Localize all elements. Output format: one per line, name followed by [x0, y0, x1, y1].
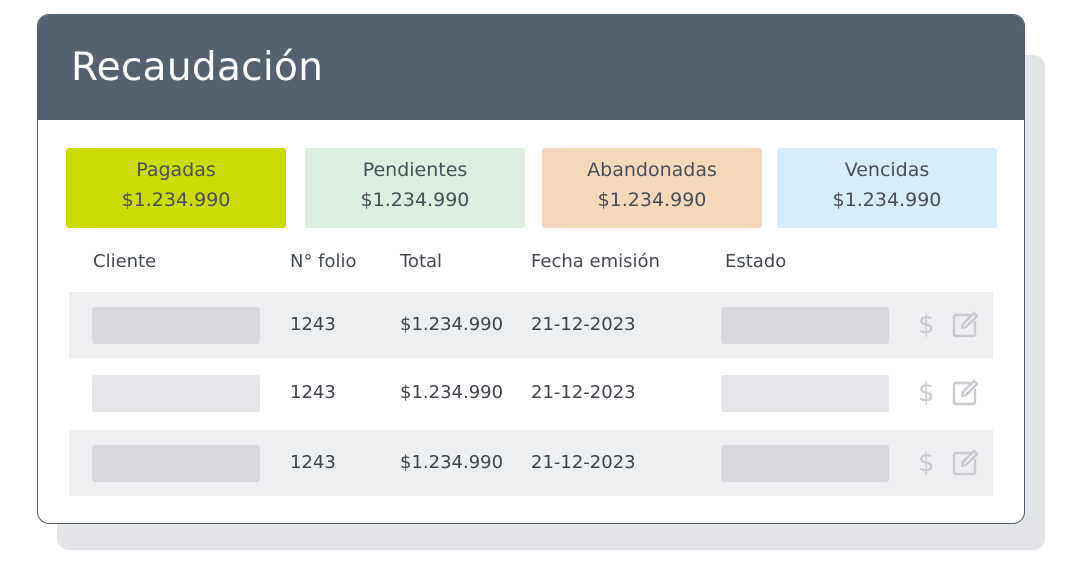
summary-cards: Pagadas $1.234.990 Pendientes $1.234.990…	[66, 148, 997, 228]
total-cell: $1.234.990	[400, 452, 504, 473]
dollar-icon[interactable]: $	[918, 310, 935, 340]
cliente-placeholder	[92, 445, 260, 482]
edit-icon[interactable]	[951, 449, 979, 477]
table-row[interactable]: 1243 $1.234.990 21-12-2023 $	[69, 292, 993, 358]
card-abandonadas[interactable]: Abandonadas $1.234.990	[542, 148, 762, 228]
column-header-estado: Estado	[725, 251, 787, 272]
card-amount: $1.234.990	[121, 189, 231, 211]
card-pendientes[interactable]: Pendientes $1.234.990	[305, 148, 525, 228]
edit-icon[interactable]	[951, 311, 979, 339]
card-amount: $1.234.990	[832, 189, 942, 211]
table-header: Cliente N° folio Total Fecha emisión Est…	[38, 251, 1024, 275]
recaudacion-panel: Recaudación Pagadas $1.234.990 Pendiente…	[37, 14, 1025, 524]
folio-cell: 1243	[290, 314, 336, 335]
estado-placeholder	[721, 445, 889, 482]
fecha-cell: 21-12-2023	[531, 452, 636, 473]
edit-icon[interactable]	[951, 379, 979, 407]
card-label: Abandonadas	[587, 159, 717, 181]
estado-placeholder	[721, 307, 889, 344]
total-cell: $1.234.990	[400, 314, 504, 335]
card-label: Pagadas	[136, 159, 216, 181]
card-label: Pendientes	[362, 159, 468, 181]
table-row[interactable]: 1243 $1.234.990 21-12-2023 $	[69, 360, 993, 426]
column-header-cliente: Cliente	[93, 251, 157, 272]
dollar-icon[interactable]: $	[918, 448, 935, 478]
fecha-cell: 21-12-2023	[531, 382, 636, 403]
panel-header: Recaudación	[38, 15, 1024, 120]
dollar-icon[interactable]: $	[918, 378, 935, 408]
total-cell: $1.234.990	[400, 382, 504, 403]
folio-cell: 1243	[290, 452, 336, 473]
estado-placeholder	[721, 375, 889, 412]
folio-cell: 1243	[290, 382, 336, 403]
card-vencidas[interactable]: Vencidas $1.234.990	[777, 148, 997, 228]
table-row[interactable]: 1243 $1.234.990 21-12-2023 $	[69, 430, 993, 496]
card-label: Vencidas	[844, 159, 930, 181]
cliente-placeholder	[92, 375, 260, 412]
column-header-fecha: Fecha emisión	[531, 251, 660, 272]
fecha-cell: 21-12-2023	[531, 314, 636, 335]
card-amount: $1.234.990	[360, 189, 470, 211]
page-title: Recaudación	[71, 45, 324, 90]
cliente-placeholder	[92, 307, 260, 344]
card-pagadas[interactable]: Pagadas $1.234.990	[66, 148, 286, 228]
card-amount: $1.234.990	[597, 189, 707, 211]
column-header-folio: N° folio	[290, 251, 357, 272]
column-header-total: Total	[400, 251, 443, 272]
